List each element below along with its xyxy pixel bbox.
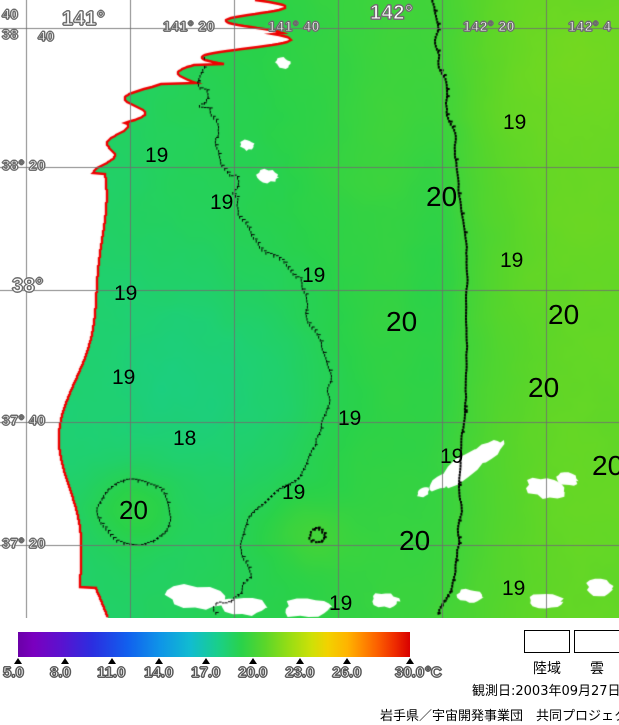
legend-caption-land: 陸域 (533, 661, 561, 677)
contour-label-20: 20 (528, 372, 560, 403)
colorbar-tick-label-4: 17.0 (191, 664, 221, 682)
graticule-label: 142° 4 (568, 18, 612, 35)
graticule-label: 142° (369, 2, 414, 25)
graticule-label: 40 (2, 6, 19, 23)
colorbar-tick-7 (343, 658, 352, 664)
temperature-colorbar[interactable] (18, 632, 410, 657)
contour-label-20: 20 (548, 299, 580, 330)
graticule-label: 38 (2, 26, 19, 43)
contour-label-18: 18 (173, 427, 197, 450)
graticule-label: 141° (61, 8, 106, 31)
colorbar-tick-8 (406, 658, 414, 664)
graticule-label: 141° 20 (163, 18, 215, 35)
colorbar-tick-5 (249, 658, 258, 664)
contour-label-19: 19 (302, 264, 326, 287)
colorbar-tick-6 (296, 658, 305, 664)
colorbar-tick-0 (14, 658, 22, 664)
colorbar-tick-label-8: 30.0 (394, 664, 425, 682)
contour-label-19: 19 (282, 481, 306, 504)
graticule-label: 142° 20 (463, 18, 515, 35)
legend-caption-cloud: 雲 (590, 661, 604, 677)
contour-label-19: 19 (145, 144, 169, 167)
colorbar-tick-label-1: 8.0 (50, 664, 72, 682)
contour-label-20: 20 (426, 181, 458, 212)
legend-panel: 5.0 8.0 11.0 14.0 17.0 20.0 23.0 26.0 30.0 °C 陸域… (0, 618, 619, 725)
sst-map[interactable]: 40 141° 141° 20 141° 40 142° 142° 20 142° 4 40 3… (0, 0, 619, 618)
contour-label-19: 19 (502, 577, 526, 600)
colorbar-gradient (18, 632, 410, 657)
contour-label-19: 19 (210, 191, 234, 214)
colorbar-tick-4 (202, 658, 211, 664)
contour-label-20: 20 (592, 450, 619, 481)
graticule-label: 37° 20 (2, 535, 46, 552)
sst-heatmap-canvas (0, 0, 619, 618)
graticule-label: 40 (38, 28, 55, 45)
colorbar-tick-3 (155, 658, 164, 664)
graticule-label: 38° 20 (2, 157, 46, 174)
contour-label-19: 19 (329, 592, 353, 615)
contour-label-19: 19 (500, 249, 524, 272)
contour-label-19: 19 (114, 282, 138, 305)
graticule-label: 141° 40 (268, 18, 320, 35)
observation-date-text: 観測日:2003年09月27日 (472, 684, 619, 699)
legend-swatch-land (524, 630, 570, 653)
contour-label-19: 19 (112, 366, 136, 389)
graticule-label: 37° 40 (2, 412, 46, 429)
colorbar-unit-label: °C (425, 664, 443, 682)
project-credit-text: 岩手県／宇宙開発事業団 共同プロジェクト (380, 709, 619, 724)
colorbar-tick-label-3: 14.0 (144, 664, 174, 682)
graticule-label: 38° (12, 275, 44, 298)
legend-swatch-cloud (574, 630, 619, 653)
contour-label-19: 19 (338, 407, 362, 430)
colorbar-tick-label-6: 23.0 (285, 664, 315, 682)
contour-label-19: 19 (503, 111, 527, 134)
contour-label-20: 20 (386, 306, 418, 337)
colorbar-tick-label-7: 26.0 (332, 664, 362, 682)
colorbar-tick-2 (108, 658, 117, 664)
colorbar-tick-label-0: 5.0 (3, 664, 25, 682)
contour-label-20: 20 (399, 525, 431, 556)
colorbar-tick-label-5: 20.0 (238, 664, 268, 682)
contour-label-19: 19 (440, 445, 464, 468)
colorbar-tick-label-2: 11.0 (97, 664, 126, 682)
contour-label-20: 20 (119, 495, 148, 525)
colorbar-tick-1 (61, 658, 70, 664)
